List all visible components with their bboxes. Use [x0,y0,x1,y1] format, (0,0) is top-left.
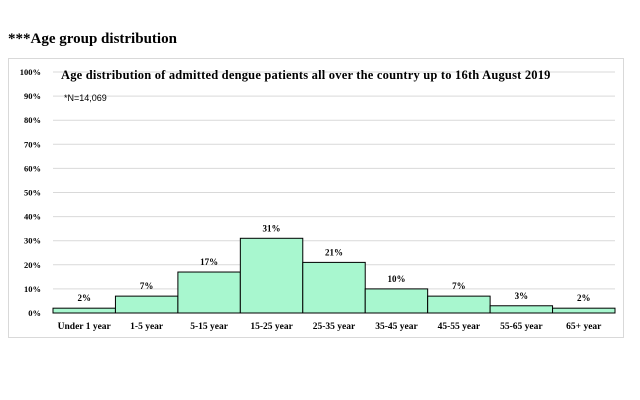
bar [239,237,304,314]
x-tick-label: 25-35 year [313,322,356,332]
bar [302,261,366,314]
section-heading: ***Age group distribution [8,31,177,47]
chart-frame: 0% 10% 20% 30% 40% 50% 60% 70% 80% 90% 100% 2% Under… [8,58,624,338]
data-label: 21% [325,247,343,257]
bar [364,288,429,314]
y-tick-label: 20% [24,260,41,270]
bar [177,271,241,314]
x-tick-label: 35-45 year [375,322,418,332]
y-tick-label: 100% [20,67,41,77]
bar [427,295,491,314]
bar [52,307,116,314]
bar [114,295,179,314]
bar [552,307,616,314]
y-tick-label: 30% [24,236,41,246]
data-label: 2% [577,293,591,303]
y-tick-label: 0% [28,308,41,318]
chart-title: Age distribution of admitted dengue pati… [61,68,551,82]
bar-chart: 0% 10% 20% 30% 40% 50% 60% 70% 80% 90% 100% 2% Under… [20,67,616,332]
data-label: 17% [200,257,218,267]
x-tick-label: 5-15 year [190,322,229,332]
data-label: 3% [515,291,529,301]
y-tick-label: 40% [24,212,41,222]
x-tick-label: 1-5 year [130,322,164,332]
data-label: 2% [77,293,91,303]
y-tick-label: 70% [24,139,41,149]
sample-size-note: *N=14,069 [64,93,107,103]
y-tick-label: 90% [24,91,41,101]
y-tick-label: 80% [24,115,41,125]
data-label: 7% [452,281,466,291]
data-label: 10% [387,274,405,284]
x-tick-label: 55-65 year [500,322,543,332]
data-label: 7% [140,281,154,291]
y-tick-label: 60% [24,163,41,173]
data-label: 31% [263,223,281,233]
y-tick-label: 10% [24,284,41,294]
y-tick-label: 50% [24,188,41,198]
x-tick-label: 45-55 year [438,322,481,332]
x-tick-label: Under 1 year [58,322,112,332]
bar [489,305,554,314]
x-tick-label: 15-25 year [250,322,293,332]
x-tick-label: 65+ year [566,322,602,332]
